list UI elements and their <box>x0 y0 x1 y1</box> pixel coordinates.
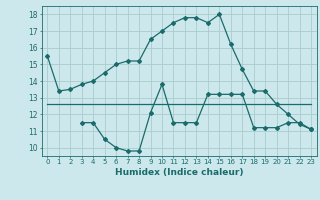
X-axis label: Humidex (Indice chaleur): Humidex (Indice chaleur) <box>115 168 244 177</box>
